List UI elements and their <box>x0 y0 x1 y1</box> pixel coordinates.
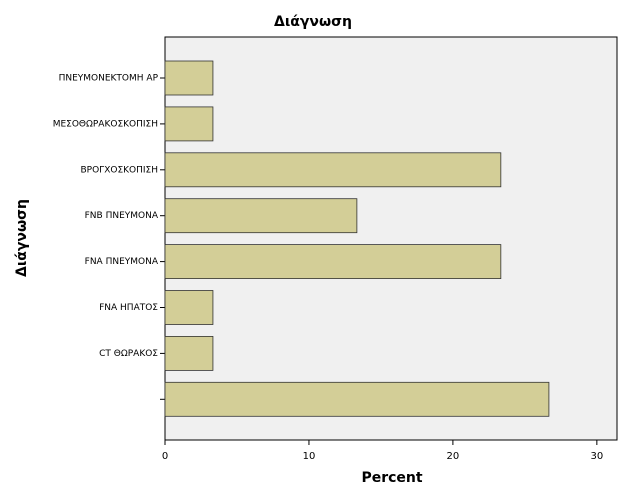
bar <box>164 152 502 188</box>
y-tick-label: CT ΘΩΡΑΚΟΣ <box>99 349 158 359</box>
y-tick-label: ΠΝΕΥΜΟΝΕΚΤΟΜΗ ΑΡ <box>59 74 159 84</box>
y-tick-label: FNA ΠΝΕΥΜΟΝΑ <box>85 257 159 267</box>
bar <box>164 335 214 371</box>
bar <box>164 106 214 142</box>
y-axis-label: Διάγνωση <box>14 199 30 277</box>
x-tick-label: 0 <box>162 451 168 462</box>
y-tick-label: ΒΡΟΓΧΟΣΚΟΠΙΣΗ <box>81 165 159 175</box>
x-axis-label: Percent <box>361 470 422 486</box>
x-tick-label: 20 <box>447 451 460 462</box>
y-tick-label: ΜΕΣΟΘΩΡΑΚΟΣΚΟΠΙΣΗ <box>53 119 158 129</box>
bar <box>164 290 214 325</box>
plot-area <box>164 36 618 441</box>
chart-title: Διάγνωση <box>274 14 352 30</box>
x-tick-label: 30 <box>590 451 603 462</box>
bar <box>164 244 502 280</box>
y-tick-label: FNB ΠΝΕΥΜΟΝΑ <box>85 211 159 221</box>
y-tick-label: FNA ΗΠΑΤΟΣ <box>99 303 158 313</box>
bar <box>164 60 214 96</box>
x-tick-label: 10 <box>303 451 316 462</box>
bar <box>164 198 358 234</box>
bar <box>164 381 550 417</box>
